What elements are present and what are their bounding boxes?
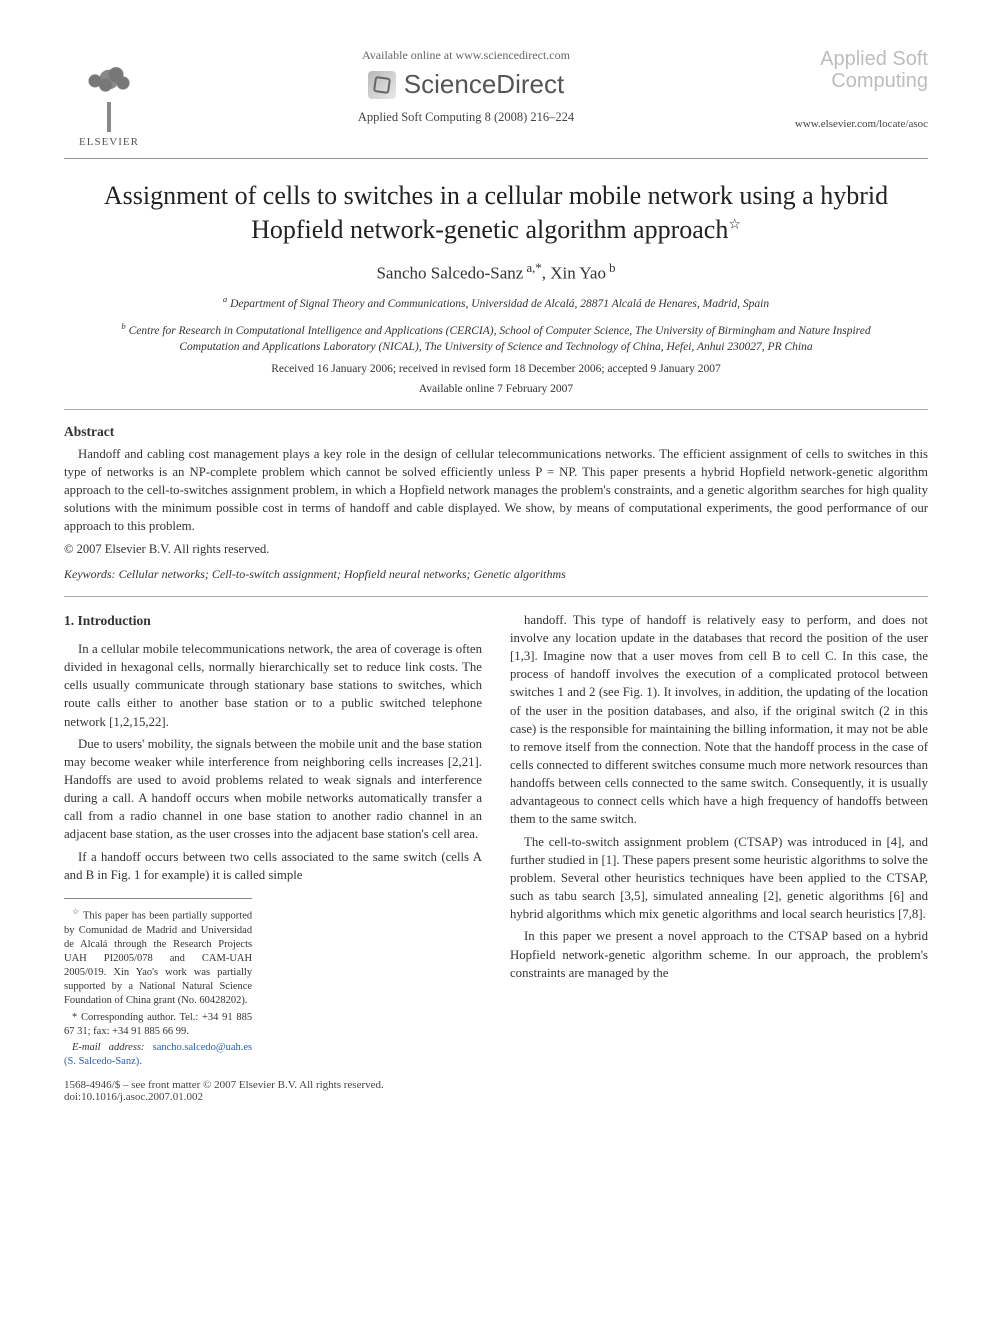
header-divider xyxy=(64,158,928,159)
page-footer: 1568-4946/$ – see front matter © 2007 El… xyxy=(64,1079,928,1103)
journal-box: Applied Soft Computing www.elsevier.com/… xyxy=(778,48,928,130)
footnote-funding-text: This paper has been partially supported … xyxy=(64,910,252,1006)
sciencedirect-brand: ScienceDirect xyxy=(154,69,778,100)
footnote-funding: ☆ This paper has been partially supporte… xyxy=(64,907,252,1009)
title-text: Assignment of cells to switches in a cel… xyxy=(104,181,888,244)
author-1: Sancho Salcedo-Sanz xyxy=(376,263,523,282)
author-2: , Xin Yao xyxy=(542,263,606,282)
elsevier-logo: ELSEVIER xyxy=(64,48,154,148)
journal-reference: Applied Soft Computing 8 (2008) 216–224 xyxy=(154,110,778,125)
footnotes-block: ☆ This paper has been partially supporte… xyxy=(64,898,252,1069)
keywords-line: Keywords: Cellular networks; Cell-to-swi… xyxy=(64,567,928,582)
affiliation-a: a Department of Signal Theory and Commun… xyxy=(104,293,888,312)
footnote-star-icon: ☆ xyxy=(72,907,80,916)
abstract-heading: Abstract xyxy=(64,424,928,440)
sciencedirect-icon xyxy=(368,71,396,99)
footnote-email: E-mail address: sancho.salcedo@uah.es (S… xyxy=(64,1041,252,1069)
affiliation-b: b Centre for Research in Computational I… xyxy=(104,320,888,355)
author-1-affil: a,* xyxy=(523,261,541,275)
intro-heading: 1. Introduction xyxy=(64,611,482,630)
footer-left-text: 1568-4946/$ – see front matter © 2007 El… xyxy=(64,1079,384,1091)
intro-para-2: Due to users' mobility, the signals betw… xyxy=(64,735,482,844)
footnote-email-label: E-mail address: xyxy=(72,1042,145,1053)
available-online-text: Available online at www.sciencedirect.co… xyxy=(154,48,778,63)
footnote-corresponding: * Corresponding author. Tel.: +34 91 885… xyxy=(64,1011,252,1039)
intro-para-6: In this paper we present a novel approac… xyxy=(510,927,928,981)
article-title: Assignment of cells to switches in a cel… xyxy=(64,179,928,247)
intro-para-1: In a cellular mobile telecommunications … xyxy=(64,640,482,731)
online-date: Available online 7 February 2007 xyxy=(64,383,928,395)
affiliation-b-text: Centre for Research in Computational Int… xyxy=(129,325,871,353)
intro-para-3: If a handoff occurs between two cells as… xyxy=(64,848,482,884)
authors-line: Sancho Salcedo-Sanz a,*, Xin Yao b xyxy=(64,261,928,284)
footer-doi: doi:10.1016/j.asoc.2007.01.002 xyxy=(64,1091,203,1103)
body-columns: 1. Introduction In a cellular mobile tel… xyxy=(64,611,928,1072)
center-header: Available online at www.sciencedirect.co… xyxy=(154,48,778,125)
intro-para-4: handoff. This type of handoff is relativ… xyxy=(510,611,928,829)
journal-url: www.elsevier.com/locate/asoc xyxy=(778,118,928,130)
keywords-label: Keywords: xyxy=(64,567,116,581)
keywords-text: Cellular networks; Cell-to-switch assign… xyxy=(116,567,566,581)
elsevier-label: ELSEVIER xyxy=(79,136,139,148)
header-bar: ELSEVIER Available online at www.science… xyxy=(64,48,928,148)
abstract-copyright: © 2007 Elsevier B.V. All rights reserved… xyxy=(64,542,928,557)
column-right: handoff. This type of handoff is relativ… xyxy=(510,611,928,1072)
column-left: 1. Introduction In a cellular mobile tel… xyxy=(64,611,482,1072)
abstract-bottom-rule xyxy=(64,596,928,597)
journal-name-line2: Computing xyxy=(831,70,928,92)
affiliation-a-text: Department of Signal Theory and Communic… xyxy=(230,298,769,310)
journal-page: ELSEVIER Available online at www.science… xyxy=(0,0,992,1143)
sciencedirect-text: ScienceDirect xyxy=(404,69,564,100)
abstract-body: Handoff and cabling cost management play… xyxy=(64,446,928,536)
abstract-top-rule xyxy=(64,409,928,410)
title-footnote-star: ☆ xyxy=(728,217,741,232)
footer-copyright: 1568-4946/$ – see front matter © 2007 El… xyxy=(64,1079,384,1103)
journal-name-line1: Applied Soft xyxy=(820,48,928,70)
elsevier-tree-icon xyxy=(74,62,144,132)
intro-para-5: The cell-to-switch assignment problem (C… xyxy=(510,833,928,924)
received-dates: Received 16 January 2006; received in re… xyxy=(64,363,928,375)
author-2-affil: b xyxy=(606,261,616,275)
journal-name: Applied Soft Computing xyxy=(778,48,928,92)
